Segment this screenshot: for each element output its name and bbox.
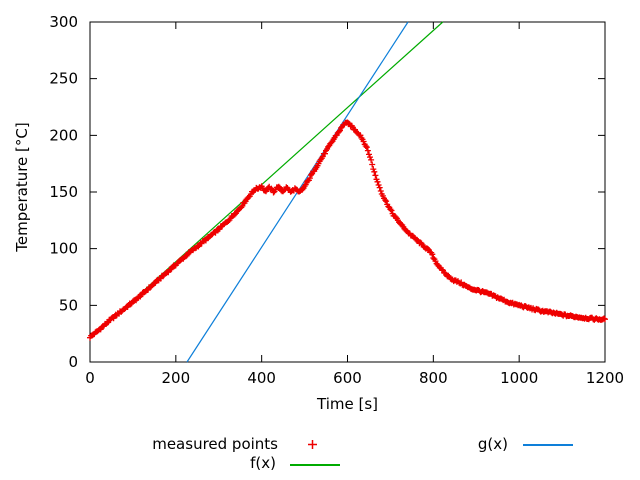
legend-label-f: f(x) xyxy=(250,454,276,472)
series-measured-points xyxy=(87,119,608,341)
y-tick-label: 50 xyxy=(59,296,78,314)
legend-label-measured-points: measured points xyxy=(152,435,278,453)
x-tick-label: 600 xyxy=(333,369,362,387)
y-axis-label: Temperature [°C] xyxy=(13,122,31,252)
y-tick-label: 200 xyxy=(49,126,78,144)
x-tick-label: 200 xyxy=(162,369,191,387)
x-tick-label: 1000 xyxy=(500,369,538,387)
x-tick-label: 400 xyxy=(247,369,276,387)
x-tick-label: 800 xyxy=(419,369,448,387)
data-series xyxy=(87,21,608,363)
plot-border xyxy=(89,21,606,363)
y-tick-label: 250 xyxy=(49,70,78,88)
x-tick-label: 0 xyxy=(85,369,95,387)
y-tick-label: 150 xyxy=(49,183,78,201)
x-axis-label: Time [s] xyxy=(316,395,378,413)
y-tick-label: 100 xyxy=(49,240,78,258)
axis-tick-labels: 0 200 400 600 800 1000 1200 0 50 100 150 200 250 300 xyxy=(49,13,624,387)
legend-f-line-sample xyxy=(290,464,340,466)
x-tick-label: 1200 xyxy=(586,369,624,387)
legend-g-line-sample xyxy=(523,444,573,446)
y-tick-label: 300 xyxy=(49,13,78,31)
y-tick-label: 0 xyxy=(68,353,78,371)
legend-plus-marker-icon xyxy=(308,440,317,449)
legend-label-g: g(x) xyxy=(477,435,508,453)
